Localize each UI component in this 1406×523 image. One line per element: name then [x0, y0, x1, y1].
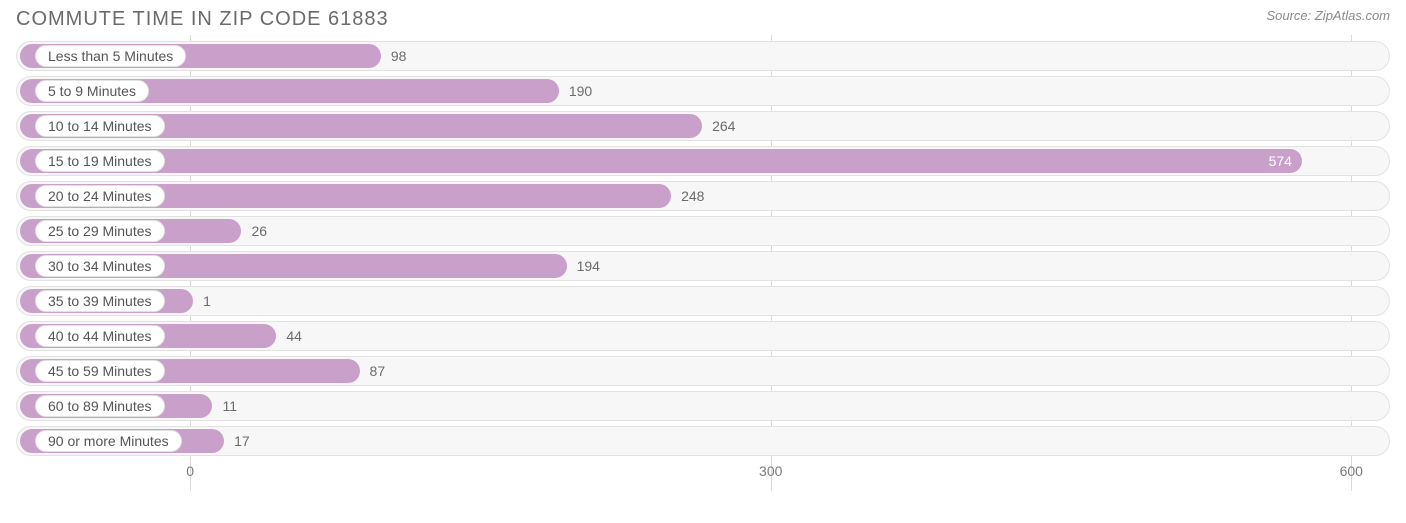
bar-value: 17	[234, 433, 250, 449]
chart-source: Source: ZipAtlas.com	[1266, 8, 1390, 23]
category-label: 90 or more Minutes	[35, 430, 182, 452]
bar-row: 264 10 to 14 Minutes	[16, 111, 1390, 141]
category-label: 20 to 24 Minutes	[35, 185, 165, 207]
bar-value: 44	[286, 328, 302, 344]
bar-row: 98 Less than 5 Minutes	[16, 41, 1390, 71]
chart-header: COMMUTE TIME IN ZIP CODE 61883 Source: Z…	[0, 0, 1406, 35]
axis-tick: 300	[759, 463, 782, 479]
chart-area: 98 Less than 5 Minutes 190 5 to 9 Minutes 26…	[0, 35, 1406, 491]
bar-value: 190	[569, 83, 592, 99]
bar-value: 26	[251, 223, 267, 239]
bar-row: 11 60 to 89 Minutes	[16, 391, 1390, 421]
bar-row: 190 5 to 9 Minutes	[16, 76, 1390, 106]
category-label: 10 to 14 Minutes	[35, 115, 165, 137]
bar-value: 11	[222, 398, 237, 414]
category-label: 25 to 29 Minutes	[35, 220, 165, 242]
bar-value: 87	[370, 363, 386, 379]
bar-row: 248 20 to 24 Minutes	[16, 181, 1390, 211]
bar-value: 248	[681, 188, 704, 204]
bar-row: 87 45 to 59 Minutes	[16, 356, 1390, 386]
category-label: 5 to 9 Minutes	[35, 80, 149, 102]
bar-value: 98	[391, 48, 407, 64]
category-label: Less than 5 Minutes	[35, 45, 186, 67]
bar-value: 574	[1269, 153, 1292, 169]
bar-row: 1 35 to 39 Minutes	[16, 286, 1390, 316]
chart-rows: 98 Less than 5 Minutes 190 5 to 9 Minutes 26…	[16, 41, 1390, 456]
bar-row: 17 90 or more Minutes	[16, 426, 1390, 456]
bar-value: 1	[203, 293, 211, 309]
category-label: 45 to 59 Minutes	[35, 360, 165, 382]
category-label: 15 to 19 Minutes	[35, 150, 165, 172]
bar-row: 44 40 to 44 Minutes	[16, 321, 1390, 351]
bar-row: 26 25 to 29 Minutes	[16, 216, 1390, 246]
x-axis: 0 300 600	[16, 461, 1390, 491]
category-label: 60 to 89 Minutes	[35, 395, 165, 417]
category-label: 35 to 39 Minutes	[35, 290, 165, 312]
bar-value: 194	[577, 258, 600, 274]
bar-row: 574 15 to 19 Minutes	[16, 146, 1390, 176]
bar-value: 264	[712, 118, 735, 134]
axis-tick: 600	[1340, 463, 1363, 479]
axis-tick: 0	[186, 463, 194, 479]
bar-row: 194 30 to 34 Minutes	[16, 251, 1390, 281]
chart-title: COMMUTE TIME IN ZIP CODE 61883	[16, 8, 389, 31]
category-label: 40 to 44 Minutes	[35, 325, 165, 347]
bar: 574	[20, 149, 1302, 173]
category-label: 30 to 34 Minutes	[35, 255, 165, 277]
